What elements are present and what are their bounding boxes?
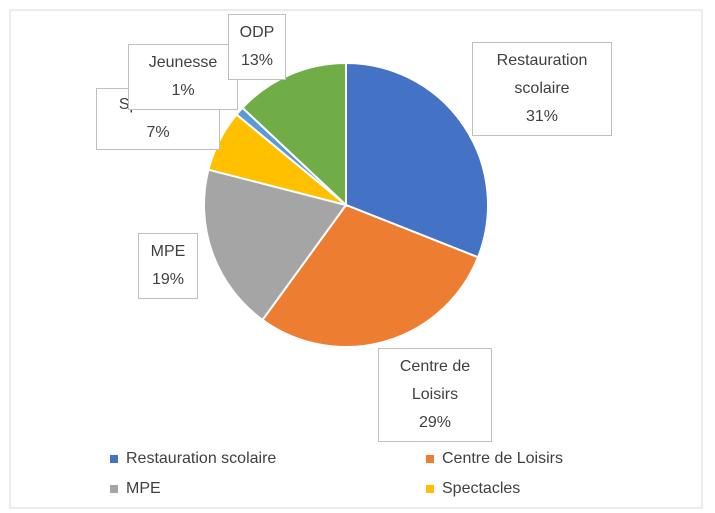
label-category: Centre de Loisirs [399, 358, 471, 403]
label-category: Jeunesse [148, 54, 218, 71]
legend-entry: Centre de Loisirs [426, 450, 563, 468]
label-value: 19% [151, 271, 185, 288]
label-value: 7% [146, 124, 170, 141]
label-category: MPE [150, 243, 186, 260]
pie-slice [345, 61, 489, 259]
legend-label: Restauration scolaire [126, 450, 277, 467]
legend-marker [110, 454, 118, 463]
data-label: Jeunesse 1% [128, 44, 238, 110]
label-value: 13% [240, 52, 274, 69]
pie-slice [241, 61, 347, 208]
legend-entry: Spectacles [426, 480, 520, 498]
label-category: ODP [239, 24, 275, 41]
data-label: MPE 19% [138, 233, 198, 299]
label-value: 1% [171, 82, 195, 99]
pie-slice [203, 168, 348, 322]
legend-entry: Restauration scolaire [110, 450, 276, 468]
legend-label: Centre de Loisirs [442, 450, 563, 467]
legend-marker [426, 454, 434, 463]
legend-entry: MPE [110, 480, 161, 498]
legend-label: MPE [126, 480, 161, 497]
data-label: Centre de Loisirs 29% [378, 348, 492, 442]
label-value: 31% [525, 108, 559, 125]
data-label: Restauration scolaire 31% [472, 42, 612, 136]
label-value: 29% [418, 414, 452, 431]
pie-slice [261, 203, 480, 348]
data-label: ODP 13% [228, 14, 286, 80]
legend-marker [426, 484, 434, 493]
legend-marker [110, 484, 118, 493]
label-category: Restauration scolaire [496, 52, 588, 97]
legend-label: Spectacles [442, 480, 521, 497]
